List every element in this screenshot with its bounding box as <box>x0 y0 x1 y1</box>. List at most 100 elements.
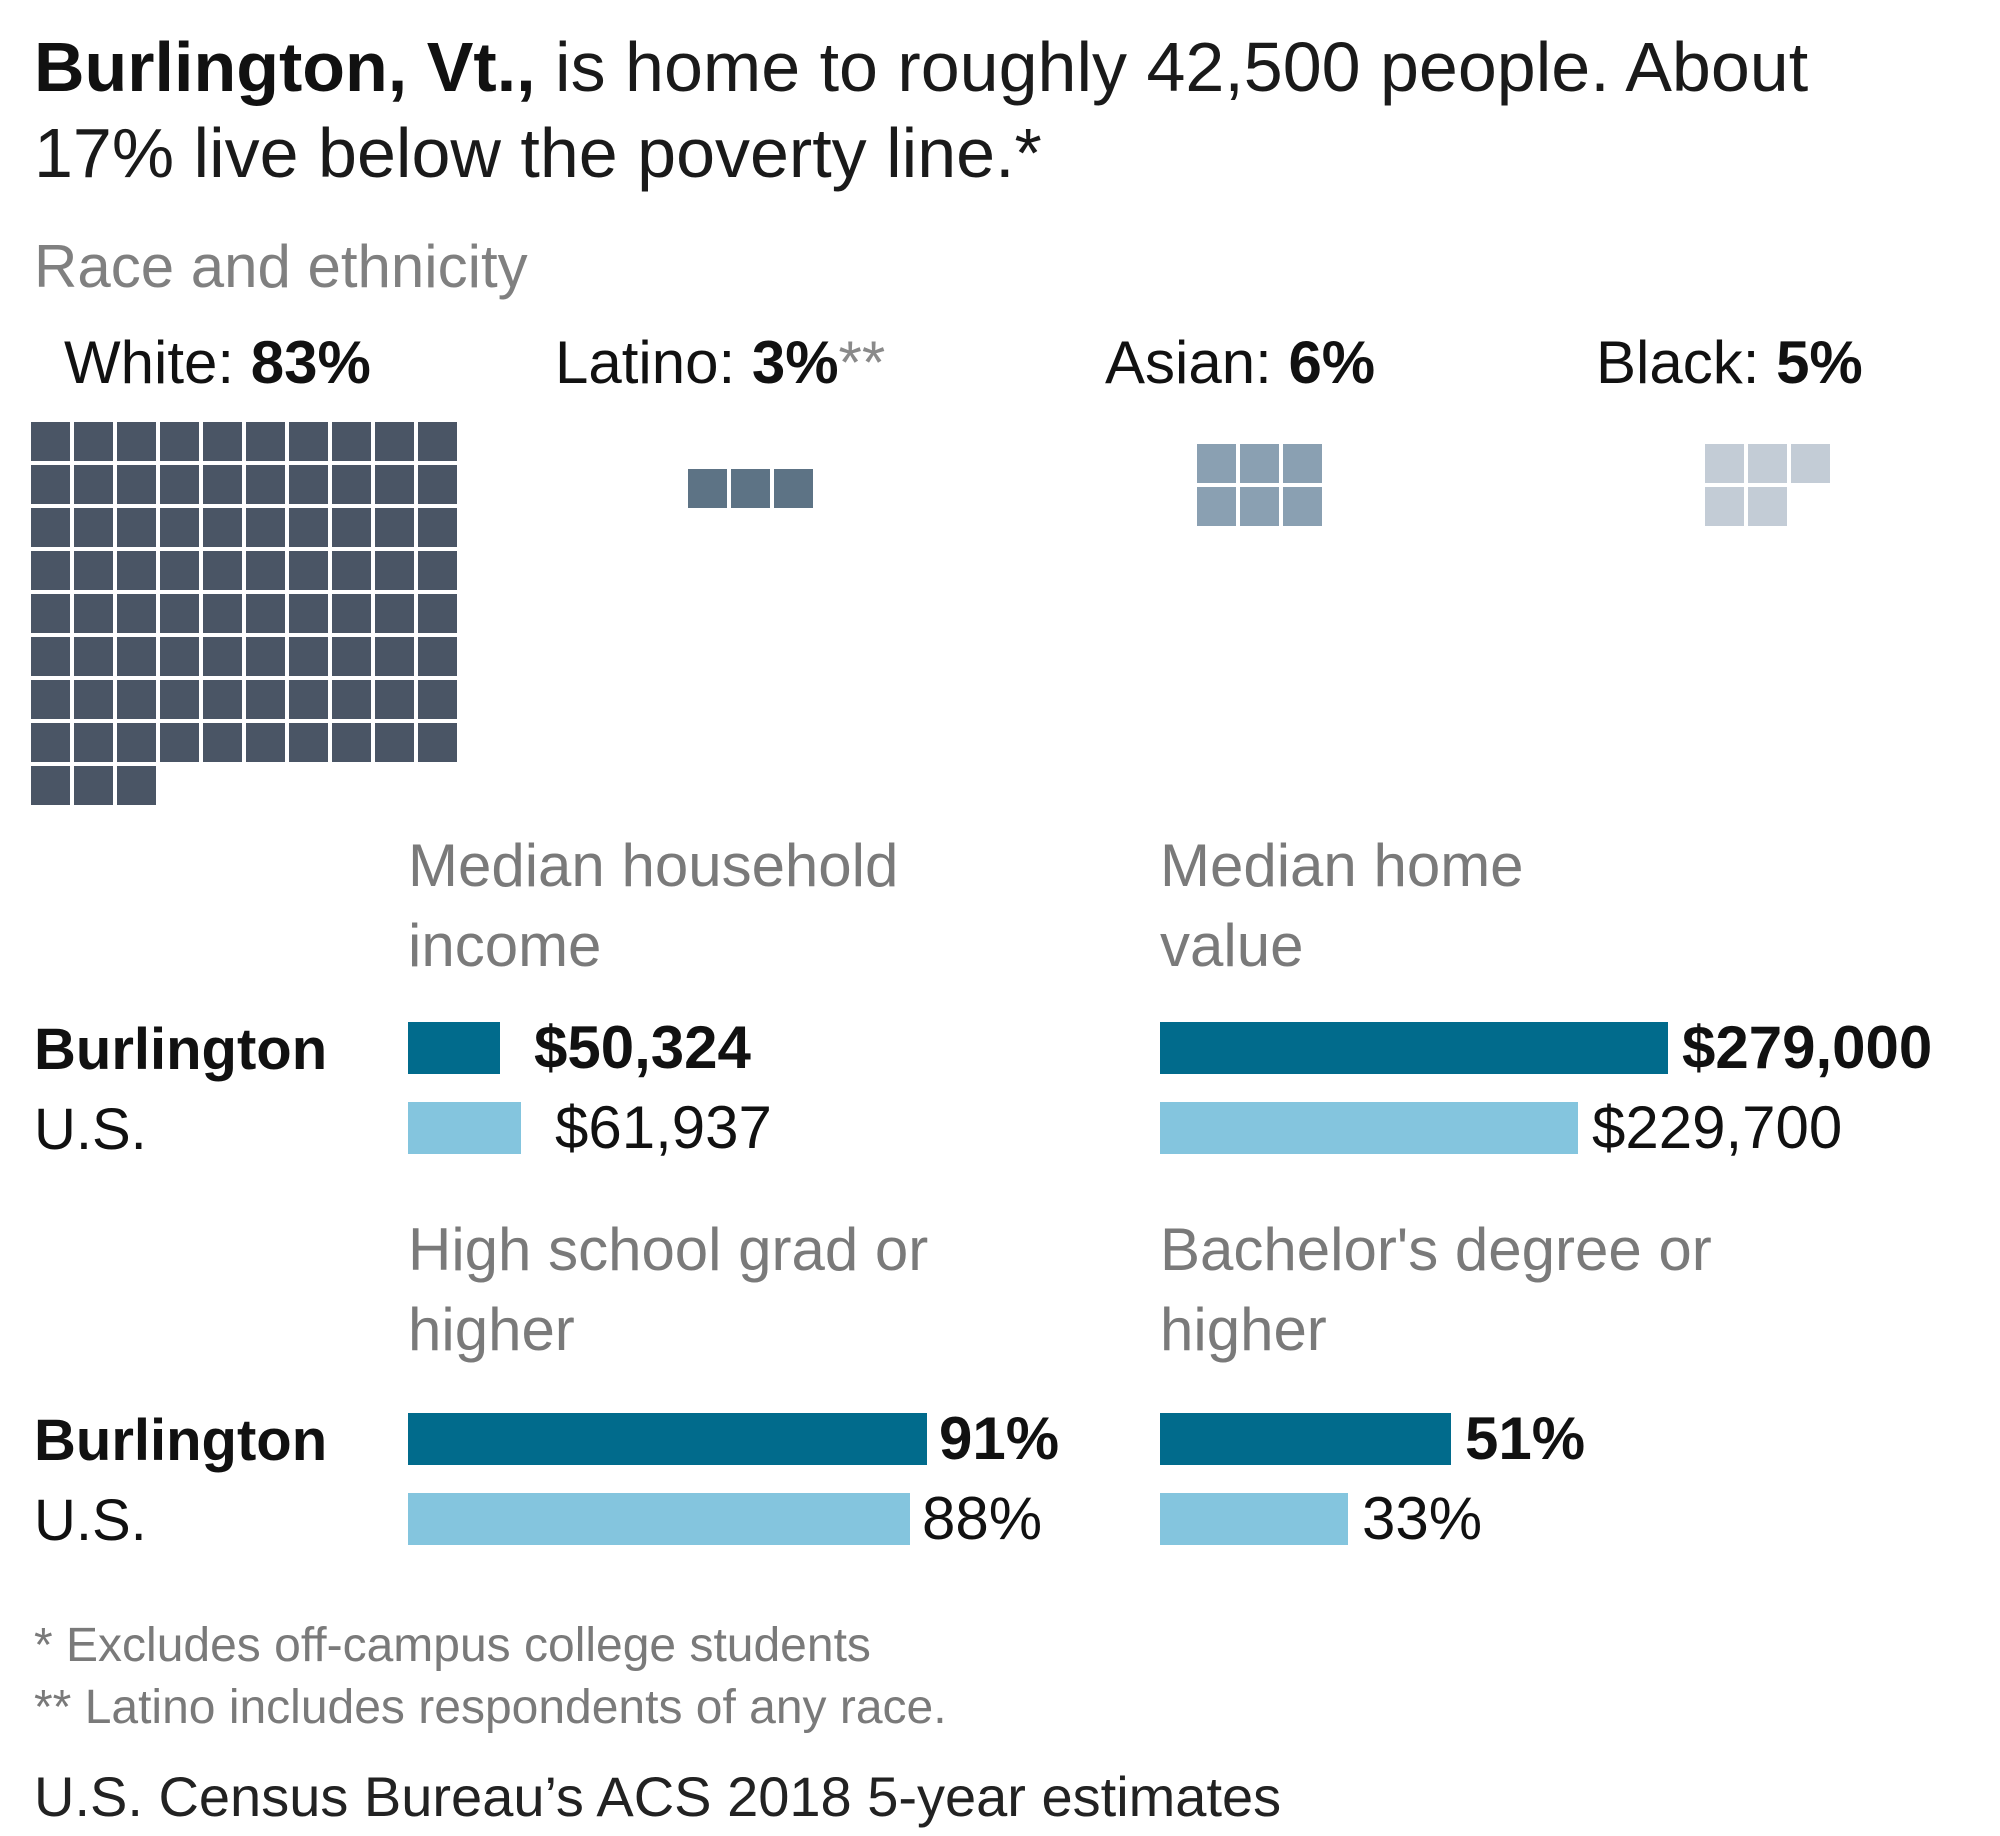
waffle-square-white <box>203 723 242 762</box>
waffle-square-asian <box>1240 444 1279 483</box>
waffle-square-white <box>203 508 242 547</box>
waffle-square-latino <box>688 469 727 508</box>
waffle-square-white <box>31 766 70 805</box>
waffle-square-white <box>375 723 414 762</box>
waffle-square-white <box>289 551 328 590</box>
value-label-us: 33% <box>1362 1485 1483 1552</box>
waffle-square-white <box>289 422 328 461</box>
bar-burlington <box>1160 1022 1668 1074</box>
race-name: White: <box>64 329 251 396</box>
waffle-square-white <box>117 465 156 504</box>
highschool-title: High school grad or higher <box>408 1216 929 1363</box>
intro-city: Burlington, Vt., <box>34 28 536 106</box>
waffle-square-white <box>375 465 414 504</box>
waffle-square-white <box>418 551 457 590</box>
waffle-square-white <box>289 594 328 633</box>
home-value-title: Median home value <box>1160 832 1524 979</box>
waffle-square-white <box>74 723 113 762</box>
waffle-square-white <box>74 766 113 805</box>
waffle-square-white <box>375 422 414 461</box>
race-label-latino: Latino: 3%** <box>555 328 885 398</box>
waffle-square-white <box>31 465 70 504</box>
waffle-square-white <box>160 723 199 762</box>
value-label-burlington: $279,000 <box>1682 1014 1933 1081</box>
race-pct: 6% <box>1288 329 1376 396</box>
waffle-square-white <box>332 637 371 676</box>
row-label-burlington: Burlington <box>34 1408 328 1473</box>
waffle-square-white <box>117 551 156 590</box>
value-label-us: $229,700 <box>1592 1094 1843 1161</box>
race-section-title: Race and ethnicity <box>34 233 528 300</box>
waffle-square-white <box>74 594 113 633</box>
race-name: Asian: <box>1105 329 1289 396</box>
race-note: ** <box>838 329 886 396</box>
bachelors-title: Bachelor's degree or higher <box>1160 1216 1712 1363</box>
waffle-square-asian <box>1283 444 1322 483</box>
waffle-square-white <box>160 551 199 590</box>
row-label-us: U.S. <box>34 1488 147 1553</box>
waffle-square-latino <box>774 469 813 508</box>
waffle-square-white <box>31 723 70 762</box>
waffle-square-white <box>289 465 328 504</box>
waffle-square-black <box>1748 444 1787 483</box>
waffle-square-white <box>117 508 156 547</box>
waffle-square-white <box>332 594 371 633</box>
waffle-square-white <box>246 465 285 504</box>
waffle-square-asian <box>1283 487 1322 526</box>
value-label-us: 88% <box>922 1485 1043 1552</box>
bar-burlington <box>408 1413 927 1465</box>
income-title: Median household income <box>408 832 899 979</box>
waffle-square-white <box>117 680 156 719</box>
waffle-square-asian <box>1197 444 1236 483</box>
race-name: Latino: <box>555 329 752 396</box>
waffle-square-black <box>1791 444 1830 483</box>
waffle-square-white <box>203 594 242 633</box>
waffle-square-white <box>160 594 199 633</box>
waffle-square-white <box>246 508 285 547</box>
waffle-square-white <box>246 422 285 461</box>
waffle-square-white <box>246 680 285 719</box>
waffle-square-white <box>375 680 414 719</box>
waffle-square-white <box>203 680 242 719</box>
source-note: U.S. Census Bureau’s ACS 2018 5-year est… <box>34 1765 1282 1828</box>
waffle-square-white <box>31 551 70 590</box>
intro-rest: is home to roughly 42,500 people. About … <box>34 28 1809 192</box>
waffle-square-white <box>418 637 457 676</box>
waffle-square-white <box>31 508 70 547</box>
value-label-burlington: $50,324 <box>534 1014 751 1081</box>
waffle-square-white <box>289 680 328 719</box>
waffle-square-white <box>31 680 70 719</box>
waffle-square-black <box>1705 487 1744 526</box>
waffle-square-white <box>332 465 371 504</box>
race-pct: 5% <box>1776 329 1863 396</box>
waffle-square-white <box>418 422 457 461</box>
waffle-square-white <box>74 508 113 547</box>
value-label-burlington: 51% <box>1465 1405 1586 1472</box>
waffle-square-white <box>74 637 113 676</box>
value-label-us: $61,937 <box>555 1094 772 1161</box>
waffle-square-white <box>246 551 285 590</box>
waffle-square-black <box>1705 444 1744 483</box>
waffle-square-asian <box>1197 487 1236 526</box>
waffle-square-white <box>203 465 242 504</box>
waffle-square-white <box>332 508 371 547</box>
bar-us <box>1160 1102 1578 1154</box>
waffle-square-white <box>418 465 457 504</box>
waffle-square-white <box>160 637 199 676</box>
waffle-square-white <box>117 637 156 676</box>
waffle-square-white <box>289 723 328 762</box>
waffle-square-white <box>246 723 285 762</box>
race-pct: 3% <box>751 329 839 396</box>
waffle-square-white <box>332 422 371 461</box>
waffle-square-white <box>160 422 199 461</box>
waffle-square-white <box>289 508 328 547</box>
race-pct: 83% <box>250 329 371 396</box>
waffle-square-white <box>74 422 113 461</box>
race-label-black: Black: 5% <box>1596 328 1863 398</box>
bar-burlington <box>408 1022 500 1074</box>
bar-us <box>408 1102 521 1154</box>
waffle-square-white <box>31 422 70 461</box>
waffle-square-white <box>375 637 414 676</box>
waffle-square-white <box>418 594 457 633</box>
waffle-square-white <box>74 465 113 504</box>
